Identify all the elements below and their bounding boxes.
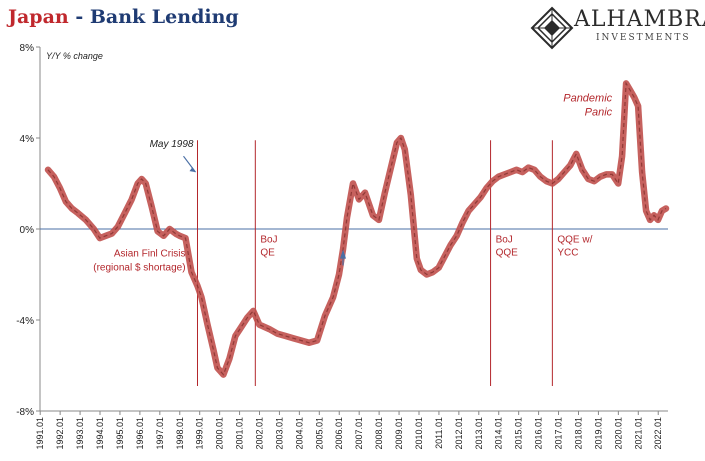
asian-crisis-label: Asian Finl Crisis (regional $ shortage) [93,248,185,273]
x-tick-label: 1995.01 [115,417,125,450]
x-tick-label: 2018.01 [573,417,583,450]
logo-name: ALHAMBRA [574,7,705,32]
x-tick-label: 1996.01 [135,417,145,450]
pandemic-label: Pandemic Panic [563,93,612,119]
x-tick-label: 1998.01 [175,417,185,450]
x-tick-label: 2017.01 [554,417,564,450]
title-country: Japan [8,6,69,28]
arrow-up-icon [340,249,347,259]
may-1998-label: May 1998 [150,139,194,150]
x-tick-label: 2010.01 [414,417,424,450]
x-tick-label: 2005.01 [314,417,324,450]
y-tick-label: 4% [20,134,35,145]
title-separator: - [68,6,90,28]
diamond-logo-icon [530,6,574,50]
x-tick-label: 2003.01 [274,417,284,450]
chart-annotations: May 1998 Asian Finl Crisis (regional $ sho… [93,93,612,274]
x-tick-label: 1992.01 [55,417,65,450]
event-label: QQE w/YCC [557,235,592,259]
x-tick-label: 2021.01 [633,417,643,450]
x-tick-label: 2016.01 [534,417,544,450]
y-tick-label: -8% [16,407,34,418]
x-tick-label: 2011.01 [434,417,444,449]
chart-axes: 8% 4% 0% -4% -8% Y/Y % change 1991.01 1992.01 19… [16,43,668,450]
y-axis-label: Y/Y % change [46,51,103,61]
event-label: BoJ QE [260,235,277,259]
x-tick-label: 2013.01 [474,417,484,450]
x-tick-label: 2014.01 [494,417,504,450]
x-tick-label: 2006.01 [334,417,344,450]
y-tick-label: 0% [20,225,35,236]
x-tick-label: 1994.01 [95,417,105,450]
arrow-icon [189,167,196,173]
alhambra-logo: ALHAMBRA INVESTMENTS [528,6,705,50]
x-tick-label: 1997.01 [155,417,165,450]
series-lines [44,80,670,378]
x-tick-label: 1999.01 [195,417,205,450]
chart-title: Japan - Bank Lending [8,6,239,28]
x-tick-label: 1991.01 [35,417,45,450]
x-tick-label: 2002.01 [255,417,265,450]
x-tick-label: 2000.01 [215,417,225,450]
x-tick-label: 1993.01 [75,417,85,450]
x-tick-label: 2020.01 [613,417,623,450]
x-tick-label: 2007.01 [354,417,364,450]
x-tick-label: 2015.01 [514,417,524,450]
title-topic: Bank Lending [89,6,239,28]
x-tick-label: 2004.01 [294,417,304,450]
logo-subtitle: INVESTMENTS [596,33,691,43]
x-tick-label: 2008.01 [374,417,384,450]
y-tick-label: 8% [20,43,35,54]
y-tick-label: -4% [16,316,34,327]
x-tick-label: 2012.01 [454,417,464,450]
x-tick-label: 2022.01 [653,417,663,450]
x-tick-label: 2009.01 [394,417,404,450]
event-label: BoJ QQE [496,235,519,259]
x-tick-label: 2019.01 [593,417,603,450]
event-lines: BoJ QE BoJ QQE QQE w/YCC [196,140,593,386]
lending-series-core [47,81,667,376]
x-tick-label: 2001.01 [235,417,245,450]
